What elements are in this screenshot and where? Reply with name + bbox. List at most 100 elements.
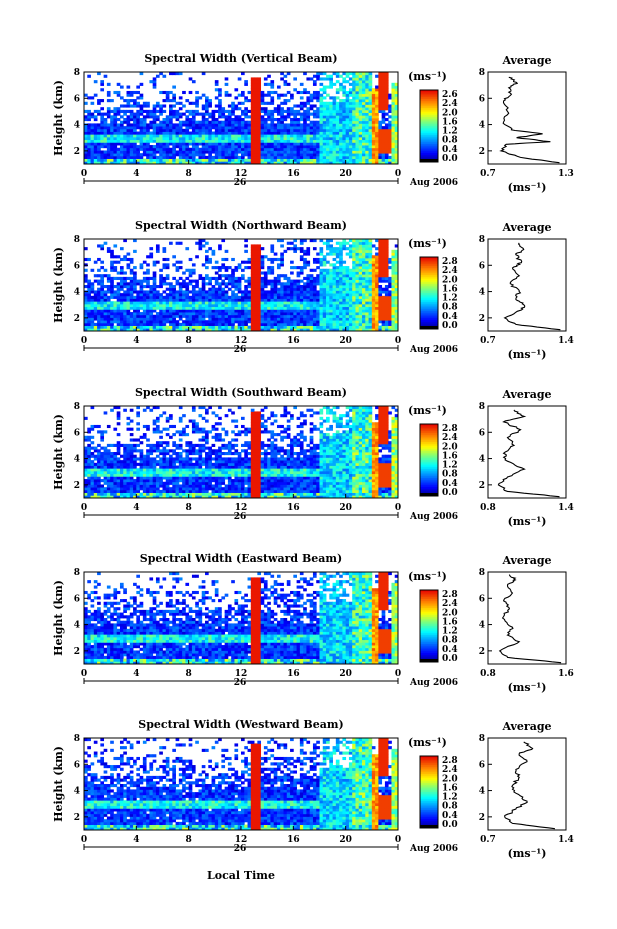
y-axis-label: Height (km) xyxy=(52,247,65,323)
heatmap-cell xyxy=(97,476,101,480)
x-tick-label: 0 xyxy=(81,336,87,346)
heatmap-cell xyxy=(388,276,392,280)
average-y-tick-label: 8 xyxy=(479,235,485,245)
heatmap-cell xyxy=(191,153,196,157)
heatmap-cell xyxy=(178,303,183,308)
heatmap-cell xyxy=(133,128,137,132)
heatmap-cell xyxy=(110,150,114,154)
heatmap-cell xyxy=(247,134,252,138)
heatmap-cell xyxy=(329,161,333,165)
heatmap-cell xyxy=(224,268,229,272)
heatmap-cell xyxy=(322,136,327,141)
heatmap-cell xyxy=(326,314,330,318)
heatmap-cell xyxy=(178,115,183,119)
heatmap-cell xyxy=(329,249,333,253)
heatmap-cell xyxy=(273,139,278,143)
heatmap-cell xyxy=(244,99,248,103)
heatmap-cell xyxy=(110,123,114,127)
heatmap-cell xyxy=(329,314,333,318)
heatmap-cell xyxy=(208,279,212,283)
heatmap-cell xyxy=(270,295,275,299)
heatmap-cell xyxy=(119,314,124,318)
heatmap-cell xyxy=(244,158,248,162)
heatmap-cell xyxy=(273,155,278,159)
heatmap-cell xyxy=(185,282,190,286)
heatmap-cell xyxy=(358,306,363,310)
heatmap-cell xyxy=(175,325,180,329)
heatmap-cell xyxy=(146,161,150,165)
heatmap-cell xyxy=(303,328,307,332)
heatmap-cell xyxy=(371,328,376,332)
heatmap-cell xyxy=(254,306,258,310)
heatmap-cell xyxy=(303,260,307,264)
heatmap-cell xyxy=(224,118,229,122)
heatmap-cell xyxy=(339,309,343,313)
heatmap-cell xyxy=(362,85,366,89)
heatmap-cell xyxy=(290,107,294,111)
heatmap-cell xyxy=(169,115,173,119)
heatmap-cell xyxy=(335,320,340,324)
heatmap-cell xyxy=(172,276,176,280)
heatmap-cell xyxy=(106,82,111,86)
colorbar-cell xyxy=(420,267,438,270)
heatmap-cell xyxy=(394,118,399,122)
heatmap-cell xyxy=(335,309,340,313)
colorbar-cell xyxy=(420,131,438,134)
heatmap-cell xyxy=(276,276,281,280)
heatmap-cell xyxy=(126,145,131,149)
heatmap-cell xyxy=(142,295,147,299)
heatmap-cell xyxy=(335,131,340,135)
heatmap-cell xyxy=(129,158,134,162)
heatmap-cell xyxy=(267,161,271,165)
heatmap-cell xyxy=(319,320,324,324)
heatmap-cell xyxy=(342,314,347,318)
heatmap-cell xyxy=(378,287,383,291)
heatmap-cell xyxy=(309,93,314,97)
heatmap-cell xyxy=(231,320,235,324)
heatmap-cell xyxy=(276,282,281,286)
heatmap-cell xyxy=(221,320,226,324)
heatmap-cell xyxy=(352,282,356,286)
heatmap-cell xyxy=(257,298,262,302)
heatmap-cell xyxy=(152,109,157,113)
heatmap-cell xyxy=(332,287,337,291)
heatmap-cell xyxy=(368,266,373,270)
heatmap-cell xyxy=(362,276,366,280)
heatmap-cell xyxy=(355,158,360,162)
colorbar-cell xyxy=(420,126,438,129)
heatmap-cell xyxy=(355,322,360,326)
heatmap-cell xyxy=(365,115,369,119)
heatmap-cell xyxy=(280,244,284,248)
heatmap-cell xyxy=(335,252,340,256)
heatmap-cell xyxy=(241,312,245,316)
heatmap-cell xyxy=(342,306,347,310)
heatmap-cell xyxy=(306,128,311,132)
heatmap-cell xyxy=(381,93,386,97)
heatmap-cell xyxy=(123,161,127,165)
heatmap-cell xyxy=(329,325,333,329)
heatmap-cell xyxy=(110,322,114,326)
colorbar-cell xyxy=(420,138,438,141)
heatmap-cell xyxy=(322,317,327,321)
heatmap-cells xyxy=(84,72,399,165)
heatmap-cell xyxy=(381,322,386,326)
heatmap-cell xyxy=(90,325,95,329)
heatmap-cell xyxy=(319,118,324,122)
heatmap-cell xyxy=(332,279,337,283)
heatmap-cell xyxy=(381,107,386,111)
heatmap-cell xyxy=(136,115,140,119)
heatmap-cell xyxy=(169,309,173,313)
heatmap-cell xyxy=(191,136,196,141)
heatmap-cell xyxy=(319,99,324,103)
heatmap-cell xyxy=(84,101,88,105)
heatmap-cell xyxy=(267,155,271,159)
heatmap-cell xyxy=(368,128,373,132)
heatmap-cell xyxy=(388,320,392,324)
heatmap-cell xyxy=(286,320,291,324)
heatmap-cell xyxy=(348,247,353,251)
heatmap-cell xyxy=(362,153,366,157)
heatmap-cell xyxy=(250,158,255,162)
heatmap-cell xyxy=(260,309,265,313)
heatmap-cell xyxy=(329,96,333,100)
heatmap-cell xyxy=(175,290,180,294)
